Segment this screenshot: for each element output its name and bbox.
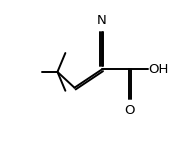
Text: OH: OH xyxy=(149,63,169,76)
Text: O: O xyxy=(124,103,134,116)
Text: N: N xyxy=(97,14,107,27)
